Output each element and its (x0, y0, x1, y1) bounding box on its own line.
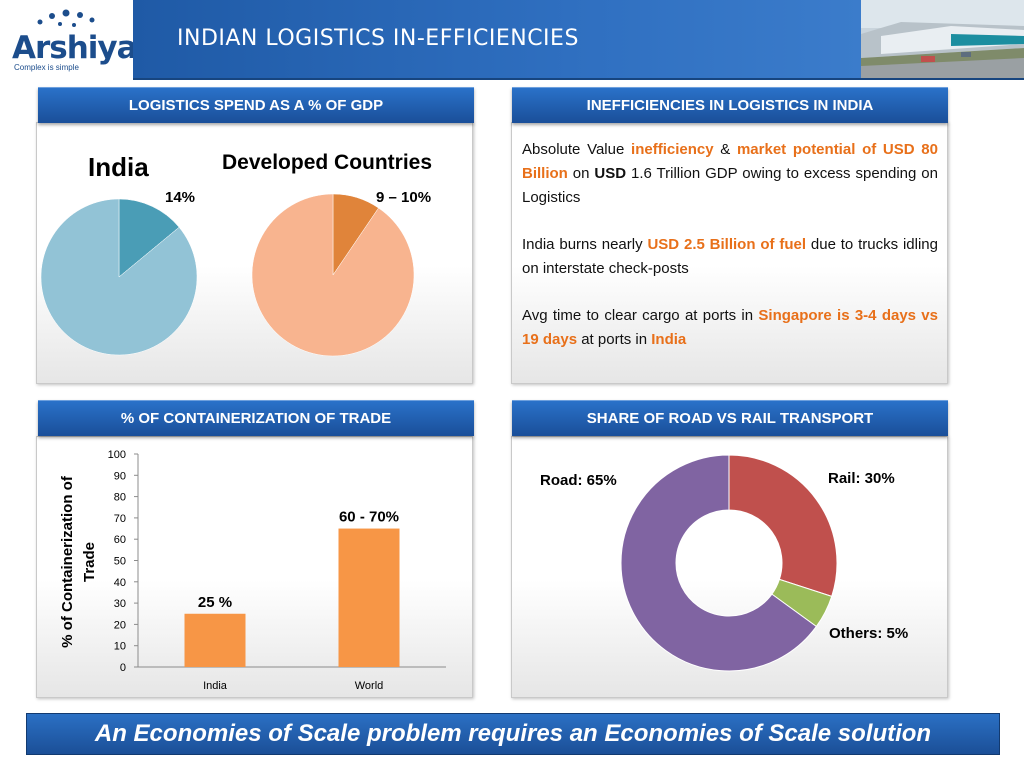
containerization-panel (36, 436, 473, 698)
inefficiencies-text: Absolute Value inefficiency & market pot… (522, 138, 938, 375)
developed-pie-chart (251, 193, 415, 357)
inefficiencies-panel-header: INEFFICIENCIES IN LOGISTICS IN INDIA (512, 87, 948, 123)
india-pie-label: 14% (165, 189, 196, 206)
logo-text: Arshiya (12, 30, 138, 66)
rail-slice-label: Rail: 30% (828, 470, 895, 487)
logo-dots-icon (37, 9, 95, 27)
y-tick-label: 20 (114, 619, 126, 631)
bottom-banner: An Economies of Scale problem requires a… (26, 713, 1000, 755)
bar-data-label: 60 - 70% (339, 509, 399, 526)
y-tick-label: 90 (114, 470, 126, 482)
containerization-panel-header: % OF CONTAINERIZATION OF TRADE (38, 400, 474, 436)
developed-remainder-slice (251, 193, 415, 357)
developed-pie-label: 9 – 10% (376, 189, 432, 206)
rail-slice (728, 454, 838, 598)
y-tick-label: 70 (114, 513, 126, 525)
developed-pie-title: Developed Countries (222, 151, 433, 174)
logo: Arshiya Complex is simple (0, 0, 138, 80)
y-axis-label: % of Containerization of Trade (59, 475, 98, 648)
warehouse-photo (861, 0, 1024, 80)
y-tick-label: 80 (114, 492, 126, 504)
y-tick-label: 60 (114, 534, 126, 546)
inefficiency-point-1: Absolute Value inefficiency & market pot… (522, 141, 938, 206)
bar-data-label: 25 % (198, 594, 232, 611)
y-tick-label: 100 (108, 449, 126, 461)
y-tick-label: 40 (114, 577, 126, 589)
x-category-label: India (203, 680, 228, 692)
x-category-label: World (355, 680, 384, 692)
y-tick-label: 30 (114, 598, 126, 610)
page-title: INDIAN LOGISTICS IN-EFFICIENCIES (177, 26, 579, 51)
bar-world (338, 528, 400, 667)
road-rail-panel-header: SHARE OF ROAD VS RAIL TRANSPORT (512, 400, 948, 436)
y-tick-label: 50 (114, 556, 126, 568)
india-remainder-slice (40, 198, 198, 356)
inefficiency-point-2: India burns nearly USD 2.5 Billion of fu… (522, 236, 938, 277)
header: Arshiya Complex is simple INDIAN LOGISTI… (0, 0, 1024, 80)
inefficiencies-panel (511, 122, 948, 384)
india-pie-chart (40, 198, 198, 356)
others-slice-label: Others: 5% (829, 625, 909, 642)
header-underline (133, 78, 1024, 80)
road-slice (620, 454, 818, 672)
india-logistics-slice (118, 198, 180, 278)
bar-india (184, 613, 246, 667)
y-tick-label: 0 (120, 662, 126, 674)
road-rail-donut-chart (620, 454, 838, 672)
logo-tagline: Complex is simple (14, 63, 79, 72)
india-pie-title: India (88, 152, 149, 182)
road-slice-label: Road: 65% (540, 472, 617, 489)
containerization-bar-chart: 0 10 20 30 40 50 60 70 80 90 100 % of Containerizat… (59, 449, 446, 692)
inefficiency-point-3: Avg time to clear cargo at ports in Sing… (522, 307, 938, 348)
gdp-panel-header: LOGISTICS SPEND AS A % OF GDP (38, 87, 474, 123)
y-tick-label: 10 (114, 641, 126, 653)
title-bar: INDIAN LOGISTICS IN-EFFICIENCIES (133, 0, 861, 78)
